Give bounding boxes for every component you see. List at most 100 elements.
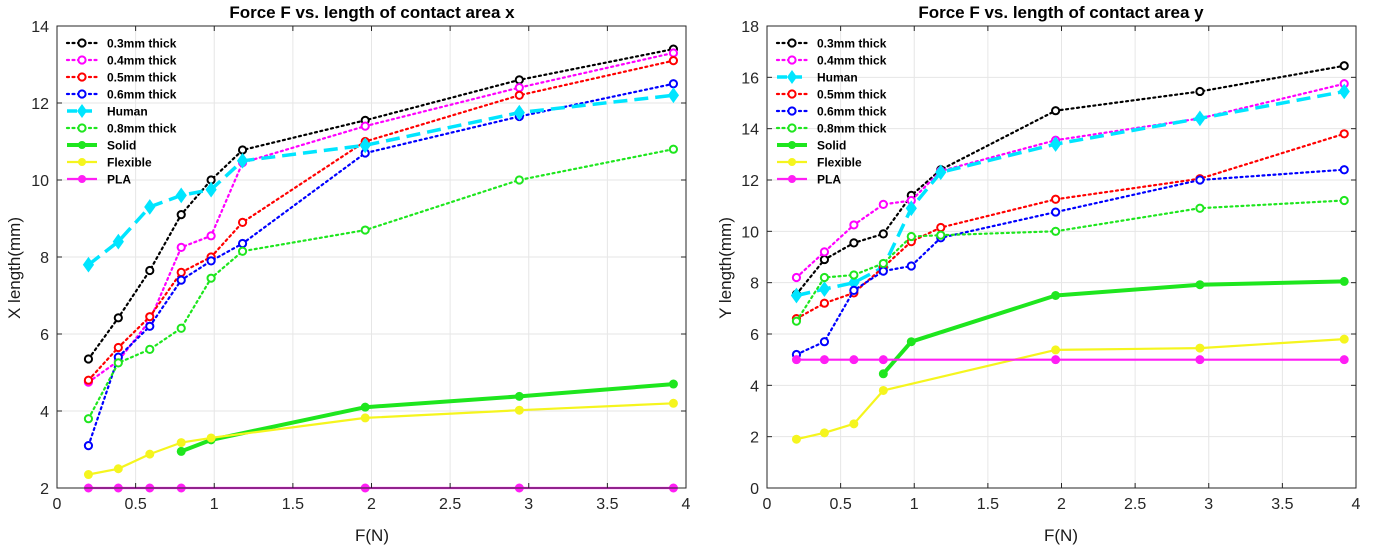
data-point bbox=[791, 316, 802, 326]
data-point bbox=[1051, 291, 1061, 300]
data-point bbox=[206, 433, 216, 443]
data-point bbox=[236, 152, 249, 169]
data-point bbox=[514, 391, 524, 401]
data-point bbox=[1051, 106, 1061, 116]
y-tick-label: 16 bbox=[741, 70, 759, 87]
legend-item: 0.4mm thick bbox=[65, 54, 177, 68]
data-point bbox=[849, 238, 859, 248]
data-point bbox=[849, 270, 859, 280]
y-axis-label: X length(mm) bbox=[5, 217, 24, 319]
data-point bbox=[878, 369, 888, 379]
data-point bbox=[791, 272, 802, 283]
series-flexible bbox=[791, 334, 1349, 444]
data-point bbox=[1194, 110, 1206, 127]
y-tick-label: 8 bbox=[750, 276, 759, 293]
legend-label: 0.6mm thick bbox=[817, 105, 887, 119]
x-tick-label: 0 bbox=[53, 496, 62, 513]
x-tick-label: 0.5 bbox=[125, 496, 147, 513]
y-tick-label: 0 bbox=[750, 481, 759, 498]
data-point bbox=[1195, 355, 1205, 365]
data-point bbox=[206, 231, 216, 241]
data-point bbox=[1195, 203, 1205, 213]
chart-y-length: Force F vs. length of contact area y F(N… bbox=[716, 3, 1361, 545]
data-point bbox=[819, 254, 830, 265]
x-tick-label: 4 bbox=[682, 496, 691, 513]
y-tick-label: 14 bbox=[31, 19, 49, 36]
data-point bbox=[176, 210, 186, 220]
data-point bbox=[791, 355, 801, 365]
data-point bbox=[1339, 129, 1349, 139]
data-point bbox=[360, 413, 370, 423]
data-point bbox=[83, 375, 94, 385]
data-point bbox=[112, 233, 124, 250]
legend-item: Solid bbox=[67, 139, 136, 153]
data-point bbox=[145, 265, 155, 276]
legend-label: 0.4mm thick bbox=[817, 54, 887, 68]
legend-label: Solid bbox=[817, 139, 846, 153]
data-point bbox=[1051, 355, 1061, 365]
legend-label: Flexible bbox=[107, 156, 152, 170]
legend-label: Human bbox=[817, 71, 858, 85]
data-point bbox=[113, 342, 123, 353]
series-solid bbox=[176, 379, 678, 456]
x-tick-label: 3 bbox=[1204, 496, 1213, 513]
data-point bbox=[176, 323, 186, 333]
data-point bbox=[1339, 61, 1349, 71]
data-point bbox=[668, 56, 679, 66]
x-tick-label: 2.5 bbox=[439, 496, 461, 513]
legend-marker bbox=[787, 70, 797, 84]
legend-item: 0.6mm thick bbox=[65, 88, 177, 102]
series-line bbox=[796, 338, 1345, 441]
data-point bbox=[1339, 355, 1349, 365]
legend-marker bbox=[77, 123, 87, 133]
series-line bbox=[795, 132, 1346, 320]
series-0-5mm-thick bbox=[83, 56, 679, 385]
data-point bbox=[819, 247, 830, 257]
data-point bbox=[878, 385, 888, 395]
legend-marker bbox=[788, 141, 796, 149]
series-0-8mm-thick bbox=[791, 195, 1349, 326]
data-point bbox=[1339, 195, 1349, 206]
data-point bbox=[514, 405, 524, 415]
legend-marker bbox=[787, 55, 797, 65]
x-tick-label: 3 bbox=[524, 496, 533, 513]
legend-label: Solid bbox=[107, 139, 136, 153]
data-point bbox=[1051, 226, 1061, 236]
data-point bbox=[1339, 334, 1349, 344]
data-point bbox=[935, 164, 947, 181]
x-tick-label: 4 bbox=[1352, 496, 1361, 513]
data-point bbox=[83, 441, 94, 451]
data-point bbox=[1049, 136, 1062, 152]
data-point bbox=[790, 287, 803, 304]
data-point bbox=[176, 275, 186, 285]
data-point bbox=[668, 379, 678, 389]
data-point bbox=[819, 272, 830, 283]
legend-label: PLA bbox=[817, 173, 841, 187]
legend-label: PLA bbox=[107, 173, 131, 187]
data-point bbox=[667, 87, 680, 104]
legend-item: Human bbox=[777, 70, 858, 85]
legend-label: 0.5mm thick bbox=[107, 71, 177, 85]
legend-item: PLA bbox=[777, 173, 841, 187]
x-tick-label: 0.5 bbox=[830, 496, 852, 513]
legend-marker bbox=[787, 89, 797, 99]
legend-item: Flexible bbox=[777, 156, 862, 170]
data-point bbox=[206, 273, 216, 283]
data-point bbox=[878, 199, 888, 209]
legend-item: 0.8mm thick bbox=[775, 122, 887, 136]
data-point bbox=[205, 181, 217, 198]
data-point bbox=[878, 229, 888, 239]
data-point bbox=[1051, 194, 1061, 204]
data-point bbox=[360, 121, 370, 131]
grid-lines bbox=[56, 25, 687, 489]
y-tick-label: 10 bbox=[31, 173, 49, 190]
legend-item: 0.6mm thick bbox=[775, 105, 887, 119]
y-tick-label: 18 bbox=[741, 19, 759, 36]
data-point bbox=[668, 398, 678, 408]
legend-marker bbox=[788, 158, 796, 166]
x-tick-label: 2.5 bbox=[1124, 496, 1146, 513]
data-point bbox=[237, 246, 248, 256]
legend-item: 0.3mm thick bbox=[65, 37, 177, 51]
data-point bbox=[113, 313, 123, 323]
x-tick-label: 2 bbox=[1057, 496, 1066, 513]
